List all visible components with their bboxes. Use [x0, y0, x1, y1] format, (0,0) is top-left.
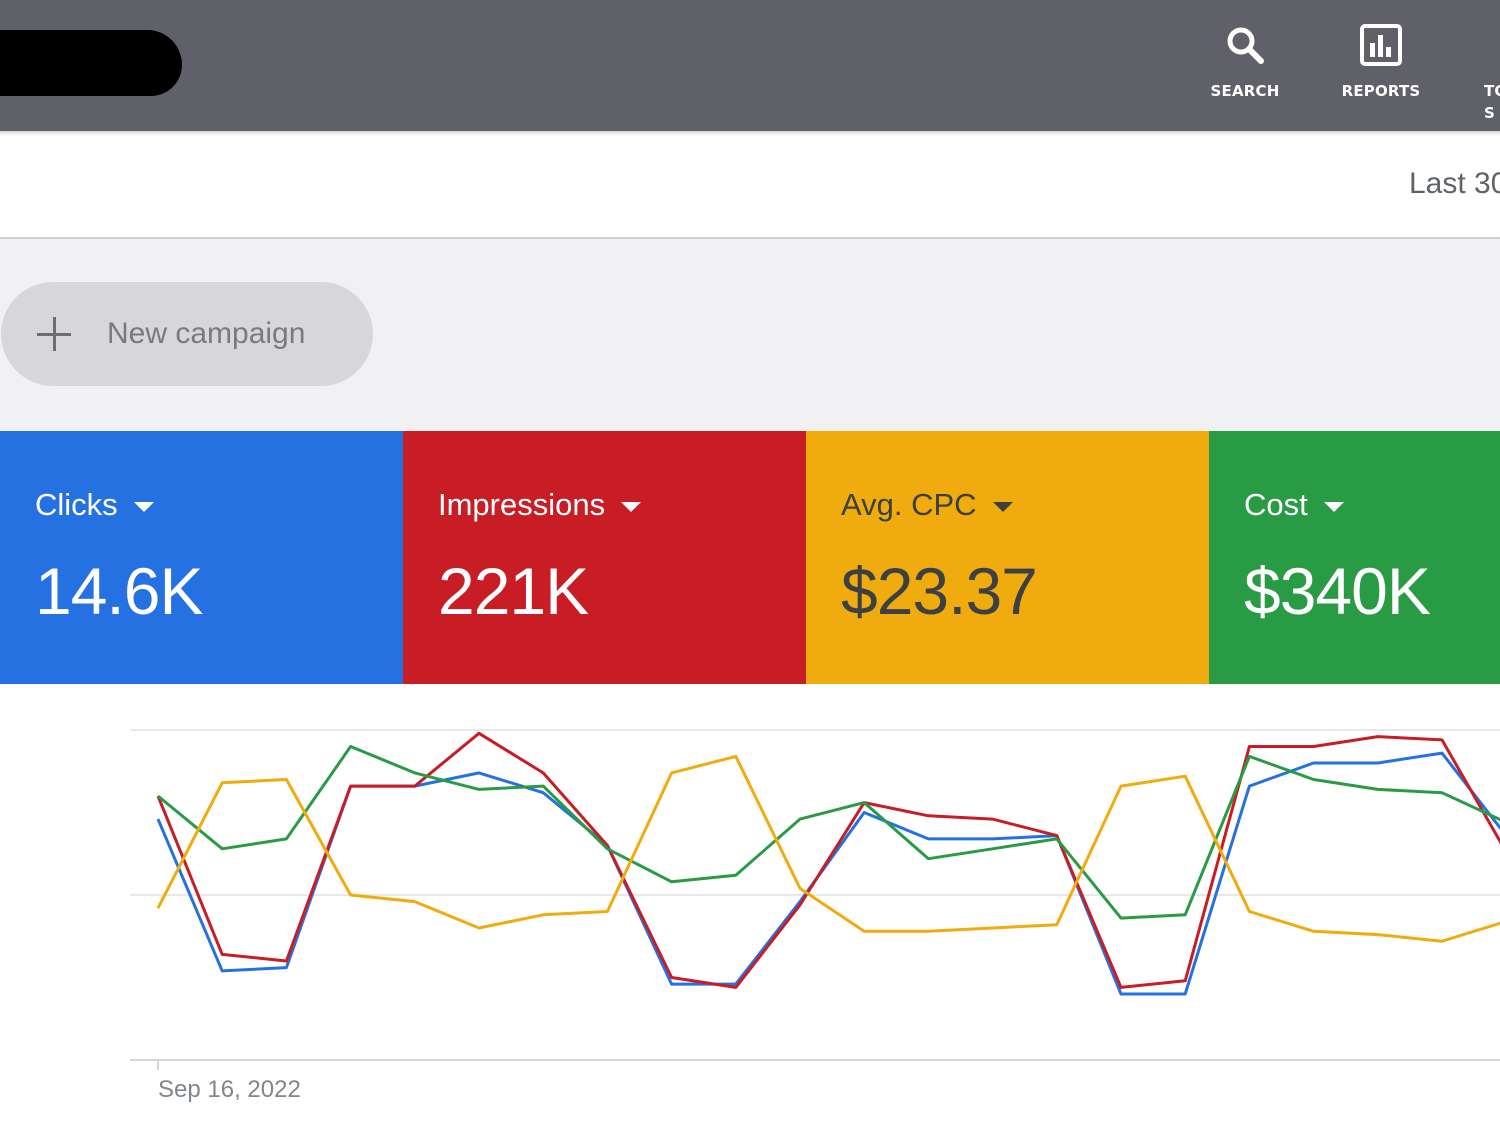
search-icon: [1221, 22, 1269, 68]
metric-label-text: Clicks: [35, 487, 118, 522]
reports-icon: [1357, 22, 1405, 68]
metric-value: $340K: [1244, 554, 1431, 628]
metric-label[interactable]: Clicks: [35, 487, 154, 523]
chart-canvas: [130, 729, 1500, 1070]
impressions-series-line: [156, 731, 1500, 989]
metric-label-text: Cost: [1244, 487, 1308, 522]
caret-down-icon: [992, 502, 1013, 512]
metric-label[interactable]: Cost: [1244, 487, 1344, 523]
plus-icon: [37, 317, 71, 351]
metric-value: 14.6K: [35, 554, 203, 628]
clicks-series-line: [156, 751, 1500, 996]
caret-down-icon: [621, 502, 642, 512]
nav-tools-label: TO S: [1484, 82, 1500, 122]
metric-value: $23.37: [841, 554, 1038, 628]
metric-card-clicks[interactable]: Clicks 14.6K: [0, 431, 403, 684]
x-axis-start-label: Sep 16, 2022: [158, 1076, 301, 1103]
metric-card-cost[interactable]: Cost $340K: [1209, 431, 1500, 684]
metric-cards: Clicks 14.6K Impressions 221K Avg. CPC $…: [0, 431, 1500, 684]
metric-value: 221K: [438, 554, 589, 628]
app-bar: SEARCH REPORTS TO S: [0, 0, 1500, 131]
date-range-selector[interactable]: Last 30: [1409, 167, 1500, 200]
metric-card-impressions[interactable]: Impressions 221K: [403, 431, 806, 684]
avg-cpc-series-line: [156, 754, 1500, 943]
nav-reports-button[interactable]: REPORTS: [1333, 22, 1429, 100]
caret-down-icon: [133, 502, 154, 512]
redacted-logo: [0, 30, 182, 96]
new-campaign-button[interactable]: New campaign: [1, 282, 373, 386]
nav-reports-label: REPORTS: [1341, 82, 1421, 100]
metric-card-avg-cpc[interactable]: Avg. CPC $23.37: [806, 431, 1209, 684]
metric-label[interactable]: Impressions: [438, 487, 642, 523]
nav-search-button[interactable]: SEARCH: [1200, 22, 1290, 100]
performance-chart: Sep 16, 2022: [0, 684, 1500, 1125]
metric-label-text: Impressions: [438, 487, 606, 522]
nav-search-label: SEARCH: [1210, 82, 1280, 100]
new-campaign-label: New campaign: [107, 317, 306, 350]
caret-down-icon: [1323, 502, 1344, 512]
cost-series-line: [157, 745, 1500, 920]
metric-label-text: Avg. CPC: [841, 487, 977, 522]
metric-label[interactable]: Avg. CPC: [841, 487, 1013, 523]
header-bar: Last 30: [0, 131, 1500, 239]
